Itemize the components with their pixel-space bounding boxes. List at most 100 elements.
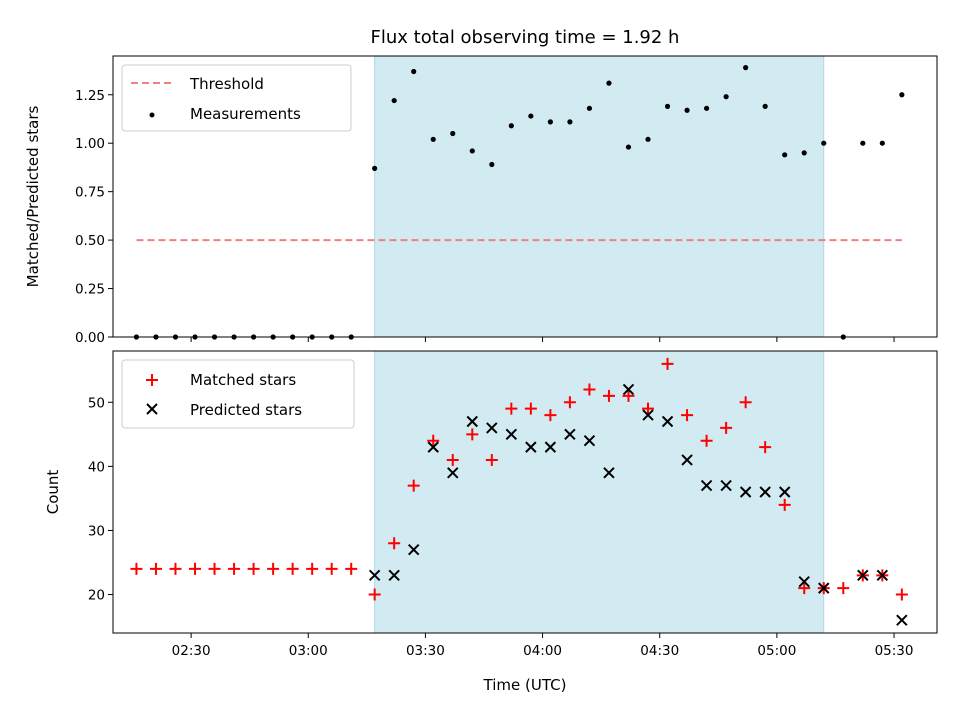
legend-matched-swatch — [146, 374, 158, 386]
matched-stars-point — [759, 441, 772, 454]
y-axis-label: Matched/Predicted stars — [24, 106, 42, 288]
matched-stars-point — [642, 402, 655, 415]
x-tick-label: 02:30 — [172, 643, 211, 659]
matched-stars-point — [837, 582, 850, 595]
measurement-point — [664, 103, 671, 109]
predicted-stars-point — [525, 441, 537, 453]
measurement-point — [391, 97, 397, 104]
observing-window-shade — [374, 350, 825, 634]
matched-stars-point — [485, 453, 498, 466]
matched-stars-point — [681, 409, 694, 422]
predicted-stars-point — [583, 435, 596, 447]
measurement-point — [703, 105, 710, 111]
predicted-stars-point — [427, 441, 439, 453]
measurement-point — [723, 94, 729, 100]
y-tick-label: 50 — [88, 395, 105, 411]
matched-stars-point — [427, 434, 440, 447]
ratio-panel: Flux total observing time = 1.92 h 0.000… — [24, 27, 938, 346]
predicted-stars-point — [603, 467, 615, 479]
matched-stars-point — [407, 479, 420, 492]
matched-stars-point — [169, 562, 182, 575]
predicted-stars-point — [798, 576, 810, 588]
legend-measurements-label: Measurements — [190, 105, 301, 123]
predicted-stars-point — [388, 569, 400, 582]
x-axis-label: Time (UTC) — [483, 676, 567, 694]
measurement-point — [567, 119, 573, 125]
matched-stars-point — [267, 562, 280, 575]
measurement-point — [372, 165, 378, 171]
predicted-stars-point — [778, 486, 791, 498]
measurement-point — [860, 140, 866, 146]
measurement-point — [547, 119, 553, 125]
legend-measurements-swatch — [149, 112, 155, 118]
legend-matched-label: Matched stars — [190, 371, 296, 389]
y-tick-label: 30 — [88, 523, 105, 539]
x-axis-ticks: 02:30 03:00 03:30 04:00 04:30 05:00 05:30 — [172, 633, 913, 659]
measurement-point — [782, 152, 788, 158]
data-marks — [130, 357, 908, 626]
matched-stars-point — [149, 562, 162, 575]
measurement-point — [606, 80, 612, 86]
matched-stars-point — [368, 588, 381, 601]
legend-predicted-swatch — [146, 403, 158, 415]
matched-stars-point — [622, 389, 635, 402]
matched-stars-point — [130, 562, 143, 575]
matched-stars-point — [345, 562, 358, 575]
predicted-stars-point — [564, 428, 576, 441]
matched-stars-point — [700, 434, 713, 447]
measurement-point — [645, 136, 651, 142]
matched-stars-point — [247, 562, 260, 575]
measurement-point — [762, 103, 768, 109]
measurement-point — [508, 123, 514, 129]
measurement-point — [821, 140, 827, 146]
predicted-stars-point — [739, 486, 752, 498]
y-axis-label: Count — [44, 470, 62, 515]
measurement-point — [430, 136, 436, 142]
measurement-point — [899, 92, 905, 98]
y-tick-label: 1.00 — [75, 136, 105, 152]
legend-box — [121, 64, 352, 132]
measurement-point — [489, 161, 495, 168]
predicted-stars-point — [661, 415, 674, 428]
predicted-stars-point — [759, 486, 771, 498]
matched-stars-point — [306, 562, 319, 575]
measurement-point — [625, 144, 632, 150]
matched-stars-point — [228, 562, 241, 575]
y-axis-ticks: 0.00 0.25 0.50 0.75 1.00 1.25 — [75, 88, 113, 346]
matched-stars-point — [661, 357, 674, 370]
chart-title: Flux total observing time = 1.92 h — [371, 27, 680, 48]
predicted-stars-point — [486, 422, 498, 434]
x-tick-label: 05:00 — [757, 643, 796, 659]
predicted-stars-point — [818, 582, 830, 594]
y-axis-ticks: 20 30 40 50 — [88, 395, 113, 604]
predicted-stars-point — [896, 614, 908, 626]
matched-stars-point — [524, 402, 537, 415]
predicted-stars-point — [622, 383, 635, 396]
matched-stars-point — [602, 389, 615, 402]
predicted-stars-point — [681, 454, 693, 466]
y-tick-label: 40 — [88, 459, 105, 475]
matched-stars-point — [189, 562, 202, 575]
matched-stars-point — [505, 402, 518, 415]
matched-stars-point — [563, 396, 576, 409]
matched-stars-point — [325, 562, 338, 575]
legend: Matched stars Predicted stars — [121, 359, 355, 429]
predicted-stars-point — [505, 428, 518, 441]
matched-stars-point — [466, 428, 479, 441]
x-tick-label: 04:30 — [640, 643, 679, 659]
predicted-stars-point — [407, 543, 420, 556]
y-tick-label: 0.50 — [75, 233, 105, 249]
matched-stars-point — [208, 562, 221, 575]
measurement-point — [879, 140, 885, 146]
x-tick-label: 04:00 — [523, 643, 562, 659]
matched-stars-point — [798, 582, 811, 595]
matched-stars-point — [895, 588, 908, 601]
predicted-stars-point — [720, 479, 732, 492]
axes-frame — [112, 350, 938, 634]
y-tick-label: 0.75 — [75, 185, 105, 201]
predicted-stars-point — [466, 415, 478, 428]
measurement-point — [801, 150, 807, 156]
measurement-point — [684, 107, 690, 113]
predicted-stars-point — [447, 467, 459, 479]
